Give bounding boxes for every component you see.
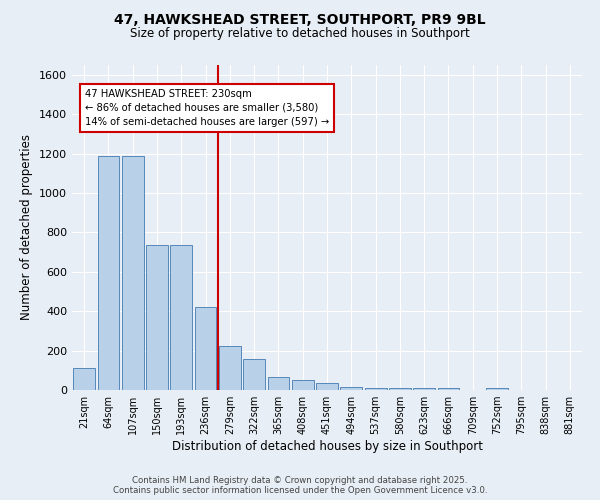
- Text: Contains HM Land Registry data © Crown copyright and database right 2025.
Contai: Contains HM Land Registry data © Crown c…: [113, 476, 487, 495]
- Bar: [437, 388, 460, 390]
- Text: Size of property relative to detached houses in Southport: Size of property relative to detached ho…: [130, 28, 470, 40]
- Bar: [389, 388, 411, 390]
- X-axis label: Distribution of detached houses by size in Southport: Distribution of detached houses by size …: [172, 440, 482, 453]
- Bar: [219, 346, 241, 390]
- Text: 47 HAWKSHEAD STREET: 230sqm
← 86% of detached houses are smaller (3,580)
14% of : 47 HAWKSHEAD STREET: 230sqm ← 86% of det…: [85, 88, 329, 126]
- Bar: [194, 308, 217, 390]
- Text: 47, HAWKSHEAD STREET, SOUTHPORT, PR9 9BL: 47, HAWKSHEAD STREET, SOUTHPORT, PR9 9BL: [114, 12, 486, 26]
- Bar: [73, 368, 95, 390]
- Bar: [146, 245, 168, 390]
- Bar: [268, 377, 289, 390]
- Bar: [340, 387, 362, 390]
- Bar: [170, 245, 192, 390]
- Y-axis label: Number of detached properties: Number of detached properties: [20, 134, 34, 320]
- Bar: [316, 383, 338, 390]
- Bar: [122, 156, 143, 390]
- Bar: [292, 380, 314, 390]
- Bar: [365, 388, 386, 390]
- Bar: [243, 360, 265, 390]
- Bar: [486, 388, 508, 390]
- Bar: [413, 388, 435, 390]
- Bar: [97, 156, 119, 390]
